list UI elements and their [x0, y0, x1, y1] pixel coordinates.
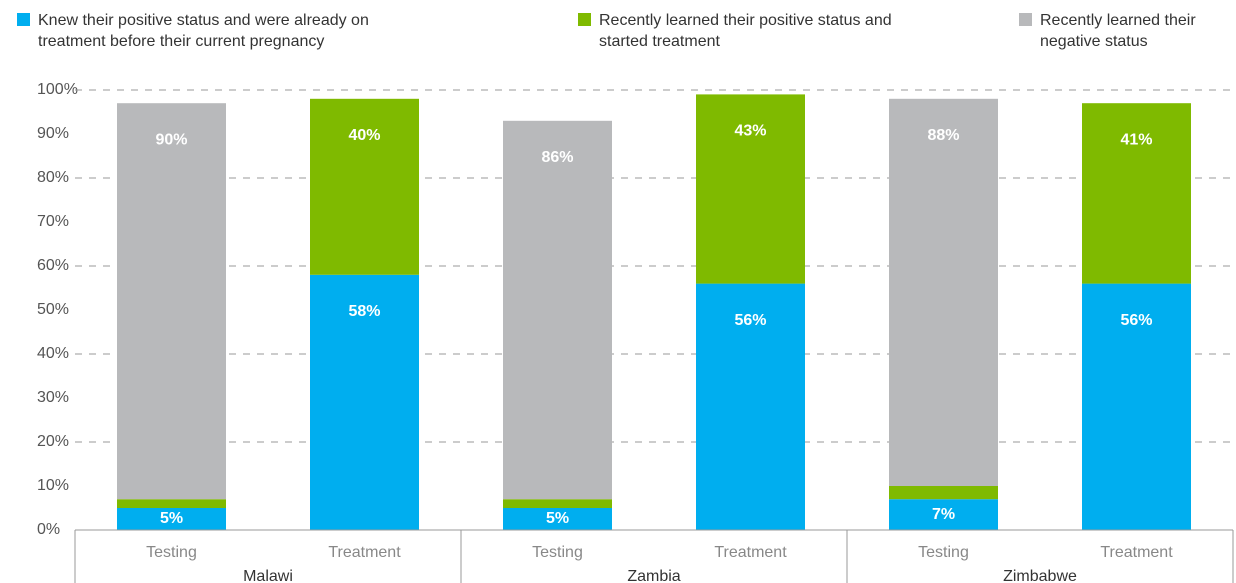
- bar-segment: [310, 274, 419, 530]
- legend-label: Recently learned their positive status a…: [599, 12, 892, 50]
- x-tick-label: Treatment: [714, 544, 787, 561]
- value-label: 5%: [160, 510, 183, 527]
- bar-segment: [503, 508, 612, 530]
- y-tick-label: 0%: [37, 521, 60, 538]
- value-label: 40%: [348, 127, 380, 144]
- y-tick-label: 90%: [37, 125, 69, 142]
- y-tick-label: 70%: [37, 213, 69, 230]
- bar-segment: [889, 98, 998, 487]
- value-label: 56%: [1120, 312, 1152, 329]
- bar-segment: [889, 499, 998, 530]
- bar-segment: [117, 508, 226, 530]
- y-tick-label: 30%: [37, 389, 69, 406]
- value-label: 86%: [541, 149, 573, 166]
- bar-segment: [117, 103, 226, 500]
- bar-segment: [310, 98, 419, 275]
- legend-swatch: [1019, 13, 1032, 26]
- value-label: 90%: [155, 131, 187, 148]
- y-tick-label: 10%: [37, 477, 69, 494]
- x-tick-label: Testing: [918, 544, 969, 561]
- y-tick-label: 40%: [37, 345, 69, 362]
- value-label: 7%: [932, 506, 955, 523]
- y-tick-label: 20%: [37, 433, 69, 450]
- value-label: 58%: [348, 303, 380, 320]
- x-tick-label: Testing: [146, 544, 197, 561]
- group-label: Zimbabwe: [1003, 568, 1077, 583]
- bar-segment: [1082, 283, 1191, 530]
- x-tick-label: Treatment: [328, 544, 401, 561]
- value-label: 88%: [927, 127, 959, 144]
- y-tick-label: 50%: [37, 301, 69, 318]
- group-label: Zambia: [627, 568, 680, 583]
- x-tick-label: Treatment: [1100, 544, 1173, 561]
- y-tick-label: 100%: [37, 81, 78, 98]
- bar-segment: [889, 486, 998, 500]
- bar-segment: [117, 499, 226, 508]
- bar-segment: [503, 499, 612, 508]
- value-label: 43%: [734, 123, 766, 140]
- bar-segment: [696, 94, 805, 284]
- legend-item: Recently learned their negative status: [1019, 10, 1219, 52]
- value-label: 56%: [734, 312, 766, 329]
- bar-segment: [503, 120, 612, 500]
- value-label: 5%: [546, 510, 569, 527]
- group-label: Malawi: [243, 568, 293, 583]
- x-tick-label: Testing: [532, 544, 583, 561]
- legend-item: Recently learned their positive status a…: [578, 10, 898, 52]
- value-label: 41%: [1120, 131, 1152, 148]
- bar-segment: [1082, 103, 1191, 284]
- legend-label: Knew their positive status and were alre…: [38, 12, 369, 50]
- bar-segment: [696, 283, 805, 530]
- legend-item: Knew their positive status and were alre…: [17, 10, 377, 52]
- legend-label: Recently learned their negative status: [1040, 12, 1196, 50]
- y-tick-label: 60%: [37, 257, 69, 274]
- y-tick-label: 80%: [37, 169, 69, 186]
- legend-swatch: [17, 13, 30, 26]
- legend-swatch: [578, 13, 591, 26]
